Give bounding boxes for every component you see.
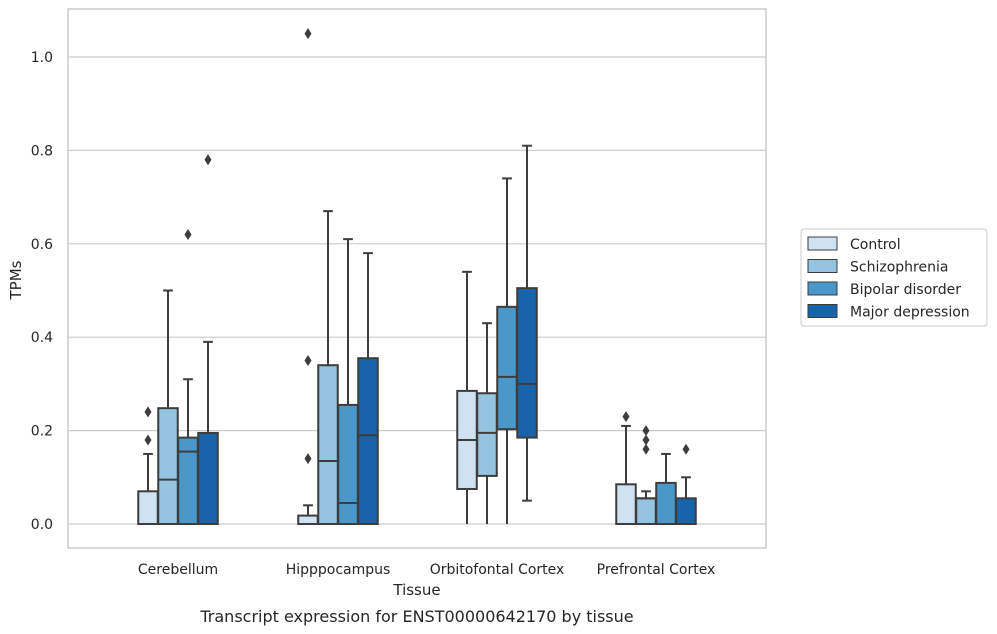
box-bipolar-disorder: [655, 452, 677, 525]
y-axis-label: TPMs: [7, 260, 25, 300]
legend-swatch: [807, 281, 838, 296]
outlier-point: [184, 228, 192, 240]
plot-frame: [67, 8, 767, 549]
y-tick-label: 0.0: [31, 517, 53, 533]
x-tick-label: Prefrontal Cortex: [597, 562, 716, 578]
outlier-point: [304, 355, 312, 367]
box-iqr: [137, 490, 159, 525]
outlier-point: [682, 443, 690, 455]
outlier-point: [304, 453, 312, 465]
x-tick-label: Cerebellum: [138, 562, 218, 578]
box-major-depression: [197, 154, 219, 525]
legend-frame: [800, 228, 988, 327]
legend-swatch: [807, 236, 838, 251]
legend-label: Bipolar disorder: [850, 282, 961, 298]
box-iqr: [635, 497, 657, 526]
box-major-depression: [357, 252, 379, 525]
box-iqr: [337, 403, 359, 526]
outlier-point: [642, 443, 650, 455]
box-iqr: [317, 364, 339, 525]
x-tick-labels: Cerebellum Hipppocampus Orbitofontal Corte…: [138, 562, 715, 578]
legend-label: Schizophrenia: [850, 260, 948, 276]
box-iqr: [357, 357, 379, 525]
outlier-point: [144, 406, 152, 418]
x-tick-label: Hipppocampus: [286, 562, 391, 578]
box-iqr: [197, 431, 219, 525]
box-iqr: [177, 436, 199, 526]
legend-label: Control: [850, 237, 901, 253]
box-bipolar-disorder: [177, 228, 199, 526]
box-groups: [137, 28, 697, 526]
box-schizophrenia: [476, 322, 498, 524]
y-tick-label: 0.6: [31, 237, 53, 253]
box-schizophrenia: [157, 289, 179, 525]
box-iqr: [615, 483, 637, 525]
box-control: [615, 411, 637, 525]
outlier-point: [304, 28, 312, 40]
y-tick-label: 0.2: [31, 424, 53, 440]
legend-label: Major depression: [850, 305, 970, 321]
box-iqr: [476, 392, 498, 477]
y-tick-labels: 0.0 0.2 0.4 0.6 0.8 1.0: [31, 50, 53, 533]
box-iqr: [655, 481, 677, 525]
x-axis-label: Tissue: [392, 581, 440, 599]
box-major-depression: [516, 144, 538, 502]
legend-swatch: [807, 259, 838, 273]
legend: Control Schizophrenia Bipolar disorder Majo…: [800, 228, 988, 327]
y-tick-label: 1.0: [31, 50, 53, 66]
y-tick-label: 0.4: [31, 330, 53, 346]
box-iqr: [297, 514, 319, 525]
box-major-depression: [675, 443, 697, 526]
legend-swatch: [807, 304, 838, 318]
outlier-point: [204, 154, 212, 166]
outlier-point: [642, 425, 650, 437]
box-iqr: [675, 497, 697, 526]
box-control: [297, 28, 319, 525]
outlier-point: [144, 434, 152, 446]
box-iqr: [157, 407, 179, 525]
outlier-point: [622, 411, 630, 423]
chart-caption: Transcript expression for ENST0000064217…: [199, 607, 633, 626]
box-control: [137, 406, 159, 525]
box-iqr: [496, 305, 518, 431]
box-schizophrenia: [635, 425, 657, 526]
y-tick-label: 0.8: [31, 143, 53, 159]
box-iqr: [516, 287, 538, 439]
outlier-point: [642, 434, 650, 446]
x-tick-label: Orbitofontal Cortex: [430, 562, 565, 578]
